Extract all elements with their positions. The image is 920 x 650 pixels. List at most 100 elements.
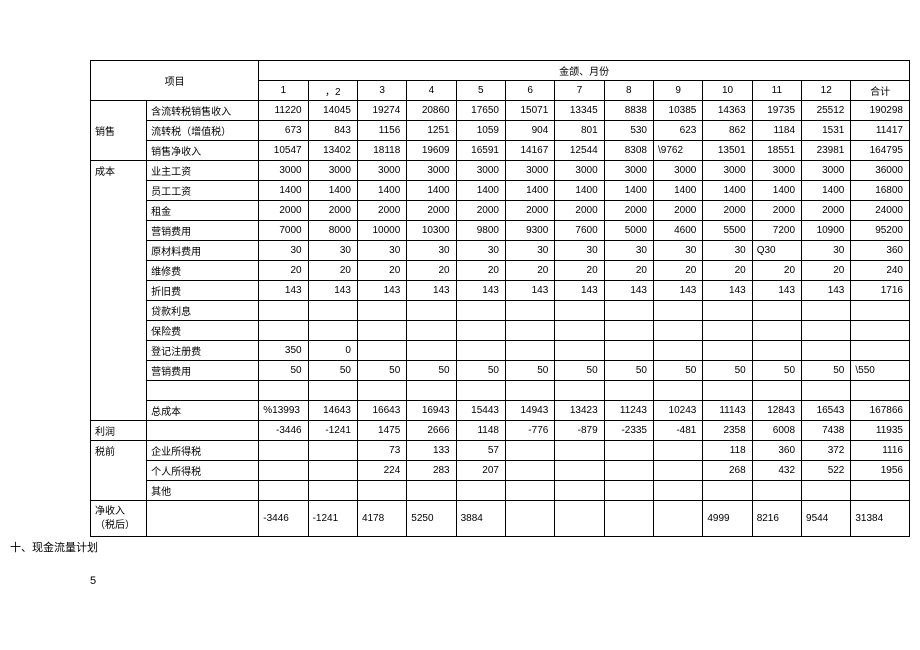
cell: 1956 [851, 461, 910, 481]
cell [604, 381, 653, 401]
cell: 1148 [456, 421, 505, 441]
cell [802, 301, 851, 321]
cell [456, 381, 505, 401]
cell: 57 [456, 441, 505, 461]
cell: -481 [654, 421, 703, 441]
cell: 2000 [407, 201, 456, 221]
cell: 9800 [456, 221, 505, 241]
row-tax-2: 个人所得税2242832072684325221956 [91, 461, 910, 481]
cell [308, 381, 357, 401]
cell: 3000 [357, 161, 406, 181]
cell [357, 301, 406, 321]
row-profit: 利润 -3446-1241147526661148-776-879-2335-4… [91, 421, 910, 441]
cell: \9762 [654, 141, 703, 161]
cell: 143 [259, 281, 308, 301]
row-cost-12 [91, 381, 910, 401]
cell: 862 [703, 121, 752, 141]
cell: 350 [259, 341, 308, 361]
cell: 25512 [802, 101, 851, 121]
cell [851, 301, 910, 321]
aftertax-label: （税后） [95, 520, 135, 531]
cell [654, 301, 703, 321]
cell [505, 481, 554, 501]
cell: 20 [259, 261, 308, 281]
cell [802, 341, 851, 361]
label-r17 [147, 421, 259, 441]
cell: 50 [802, 361, 851, 381]
cell: 143 [308, 281, 357, 301]
cell: 4600 [654, 221, 703, 241]
cell: 143 [407, 281, 456, 301]
cell [604, 301, 653, 321]
cell: 30 [308, 241, 357, 261]
cell [703, 301, 752, 321]
label-r9: 维修费 [147, 261, 259, 281]
cell: 20 [505, 261, 554, 281]
cell: 530 [604, 121, 653, 141]
cell [308, 321, 357, 341]
financial-table: 项目 金颌、月份 1 ，2 3 4 5 6 7 8 9 10 11 12 合计 … [90, 60, 910, 537]
cell: 3000 [703, 161, 752, 181]
cell: 20 [407, 261, 456, 281]
row-sales-1: 销售 含流转税销售收入 1122014045192742086017650150… [91, 101, 910, 121]
cell: 16591 [456, 141, 505, 161]
cell: 207 [456, 461, 505, 481]
cell [456, 481, 505, 501]
month-3: 3 [357, 81, 406, 101]
cell: 1400 [505, 181, 554, 201]
cell: 1400 [555, 181, 604, 201]
cell [703, 381, 752, 401]
cell: 0 [308, 341, 357, 361]
cell: 1156 [357, 121, 406, 141]
cell: 11243 [604, 401, 653, 421]
footer-note: 十、现金流量计划 [10, 539, 910, 555]
cell: 16800 [851, 181, 910, 201]
cell: 2000 [308, 201, 357, 221]
cell: 50 [456, 361, 505, 381]
cell: 30 [456, 241, 505, 261]
cell: 10243 [654, 401, 703, 421]
cell [703, 341, 752, 361]
cell [802, 321, 851, 341]
cell: -1241 [308, 501, 357, 537]
row-cost-6: 维修费202020202020202020202020240 [91, 261, 910, 281]
cell: 10547 [259, 141, 308, 161]
cell [407, 381, 456, 401]
cell: 1400 [407, 181, 456, 201]
cell: 20 [456, 261, 505, 281]
cell [407, 341, 456, 361]
month-11: 11 [752, 81, 801, 101]
cell: 1400 [357, 181, 406, 201]
cell: 1531 [802, 121, 851, 141]
cell: 143 [604, 281, 653, 301]
cell: 5500 [703, 221, 752, 241]
cell: 50 [752, 361, 801, 381]
cell: 36000 [851, 161, 910, 181]
cell [555, 321, 604, 341]
row-cost-5: 原材料费用30303030303030303030Q3030360 [91, 241, 910, 261]
cell [456, 341, 505, 361]
cell: 1400 [604, 181, 653, 201]
month-2: ，2 [308, 81, 357, 101]
cell: 2000 [654, 201, 703, 221]
cell [357, 341, 406, 361]
cell [555, 301, 604, 321]
cell: 8000 [308, 221, 357, 241]
cell: 143 [505, 281, 554, 301]
cell [407, 321, 456, 341]
cell: 20 [752, 261, 801, 281]
label-r2: 流转税（增值税） [147, 121, 259, 141]
cell [752, 321, 801, 341]
cell: 10300 [407, 221, 456, 241]
row-cost-1: 成本 业主工资 30003000300030003000300030003000… [91, 161, 910, 181]
cell: 143 [802, 281, 851, 301]
cell [555, 341, 604, 361]
cell: 7438 [802, 421, 851, 441]
header-total: 合计 [851, 81, 910, 101]
cell [604, 501, 653, 537]
cell: 3000 [604, 161, 653, 181]
cell: 50 [505, 361, 554, 381]
cell [703, 481, 752, 501]
cell [555, 461, 604, 481]
page-number: 5 [90, 575, 910, 587]
